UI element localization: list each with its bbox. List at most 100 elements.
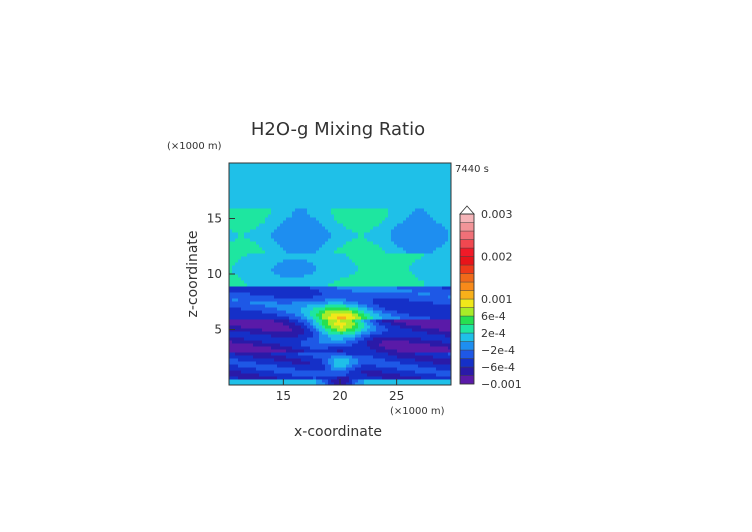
heatmap-cell <box>274 244 278 248</box>
heatmap-cell <box>337 274 341 278</box>
heatmap-cell <box>268 214 272 218</box>
heatmap-cell <box>385 247 389 251</box>
heatmap-cell <box>376 199 380 203</box>
heatmap-cell <box>247 211 251 215</box>
heatmap-cell <box>298 346 302 350</box>
heatmap-cell <box>421 256 425 260</box>
heatmap-cell <box>418 346 422 350</box>
heatmap-cell <box>343 310 347 314</box>
heatmap-cell <box>247 220 251 224</box>
heatmap-cell <box>433 307 437 311</box>
heatmap-cell <box>406 346 410 350</box>
heatmap-cell <box>337 349 341 353</box>
heatmap-cell <box>346 226 350 230</box>
heatmap-cell <box>319 331 323 335</box>
heatmap-cell <box>322 259 326 263</box>
heatmap-cell <box>409 310 413 314</box>
heatmap-cell <box>286 244 290 248</box>
heatmap-cell <box>421 286 425 290</box>
heatmap-cell <box>382 325 386 329</box>
heatmap-cell <box>250 229 254 233</box>
heatmap-cell <box>232 331 236 335</box>
heatmap-cell <box>442 376 446 380</box>
heatmap-cell <box>310 220 314 224</box>
heatmap-cell <box>448 250 451 254</box>
heatmap-cell <box>364 352 368 356</box>
heatmap-cell <box>448 331 451 335</box>
heatmap-cell <box>334 280 338 284</box>
heatmap-cell <box>385 235 389 239</box>
heatmap-cell <box>367 295 371 299</box>
heatmap-cell <box>301 292 305 296</box>
heatmap-cell <box>397 229 401 233</box>
heatmap-cell <box>331 355 335 359</box>
heatmap-cell <box>406 331 410 335</box>
heatmap-cell <box>280 241 284 245</box>
heatmap-cell <box>292 331 296 335</box>
heatmap-cell <box>322 373 326 377</box>
heatmap-cell <box>253 286 257 290</box>
heatmap-cell <box>331 370 335 374</box>
heatmap-cell <box>430 292 434 296</box>
heatmap-cell <box>250 298 254 302</box>
heatmap-cell <box>295 298 299 302</box>
heatmap-cell <box>277 181 281 185</box>
heatmap-cell <box>292 334 296 338</box>
heatmap-cell <box>265 319 269 323</box>
heatmap-cell <box>286 304 290 308</box>
heatmap-cell <box>397 220 401 224</box>
heatmap-cell <box>352 229 356 233</box>
heatmap-cell <box>436 346 440 350</box>
heatmap-cell <box>400 382 404 385</box>
heatmap-cell <box>403 229 407 233</box>
heatmap-cell <box>448 292 451 296</box>
heatmap-cell <box>289 304 293 308</box>
heatmap-cell <box>313 334 317 338</box>
heatmap-cell <box>280 232 284 236</box>
heatmap-cell <box>244 364 248 368</box>
heatmap-cell <box>355 265 359 269</box>
heatmap-cell <box>340 367 344 371</box>
heatmap-cell <box>352 364 356 368</box>
heatmap-cell <box>256 241 260 245</box>
heatmap-cell <box>268 382 272 385</box>
heatmap-cell <box>436 358 440 362</box>
heatmap-cell <box>412 367 416 371</box>
heatmap-cell <box>331 301 335 305</box>
heatmap-cell <box>298 328 302 332</box>
heatmap-cell <box>388 370 392 374</box>
heatmap-cell <box>409 229 413 233</box>
heatmap-cell <box>448 184 451 188</box>
heatmap-cell <box>268 205 272 209</box>
heatmap-cell <box>379 310 383 314</box>
heatmap-cell <box>253 274 257 278</box>
heatmap-cell <box>373 298 377 302</box>
heatmap-cell <box>310 217 314 221</box>
heatmap-cell <box>298 187 302 191</box>
heatmap-cell <box>307 190 311 194</box>
heatmap-cell <box>283 190 287 194</box>
heatmap-cell <box>340 211 344 215</box>
heatmap-cell <box>406 322 410 326</box>
heatmap-cell <box>349 208 353 212</box>
heatmap-cell <box>352 313 356 317</box>
heatmap-cell <box>430 196 434 200</box>
heatmap-cell <box>418 373 422 377</box>
heatmap-cell <box>397 283 401 287</box>
heatmap-cell <box>280 244 284 248</box>
heatmap-cell <box>304 382 308 385</box>
heatmap-cell <box>376 283 380 287</box>
heatmap-cell <box>280 268 284 272</box>
heatmap-cell <box>382 247 386 251</box>
heatmap-cell <box>241 256 245 260</box>
heatmap-cell <box>445 361 449 365</box>
heatmap-cell <box>415 307 419 311</box>
heatmap-cell <box>424 346 428 350</box>
heatmap-cell <box>385 256 389 260</box>
heatmap-cell <box>235 337 239 341</box>
heatmap-cell <box>424 253 428 257</box>
heatmap-cell <box>418 301 422 305</box>
heatmap-cell <box>310 292 314 296</box>
heatmap-cell <box>301 283 305 287</box>
heatmap-cell <box>286 283 290 287</box>
